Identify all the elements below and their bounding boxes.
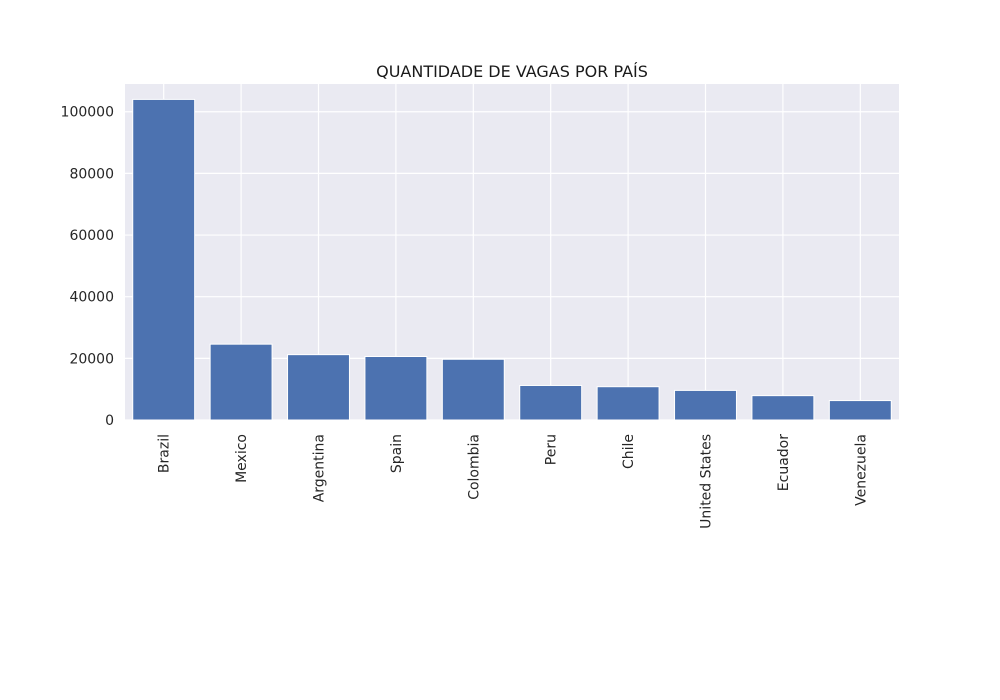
y-tick-label: 40000 (69, 290, 114, 306)
y-tick-label: 80000 (69, 166, 114, 182)
x-axis-ticks: Brazil Mexico Argentina Spain Colombia Peru Ch… (157, 434, 870, 529)
bar-argentina (287, 354, 350, 421)
x-tick-label: Venezuela (853, 434, 869, 506)
chart-title: QUANTIDADE DE VAGAS POR PAÍS (376, 62, 648, 81)
bar-peru (519, 384, 583, 421)
x-tick-label: Spain (389, 434, 405, 473)
bars (132, 98, 892, 421)
x-tick-label: United States (699, 434, 715, 529)
y-tick-label: 0 (105, 413, 114, 429)
y-tick-label: 60000 (69, 228, 114, 244)
x-tick-label: Brazil (157, 434, 173, 473)
x-tick-label: Ecuador (776, 434, 792, 491)
bar-venezuela (828, 400, 892, 421)
bar-united-states (674, 389, 737, 421)
x-tick-label: Argentina (312, 434, 328, 502)
y-tick-label: 100000 (61, 105, 114, 121)
y-tick-label: 20000 (69, 351, 114, 367)
bar-ecuador (751, 395, 815, 421)
y-axis-ticks: 0 20000 40000 60000 80000 100000 (61, 105, 114, 429)
bar-colombia (441, 358, 505, 421)
x-tick-label: Peru (544, 434, 560, 465)
x-tick-label: Colombia (466, 434, 482, 500)
bar-chile (596, 386, 660, 421)
x-tick-label: Mexico (234, 434, 250, 483)
bar-mexico (209, 343, 273, 421)
bar-spain (364, 355, 428, 421)
x-tick-label: Chile (621, 434, 637, 469)
bar-brazil (132, 98, 196, 421)
